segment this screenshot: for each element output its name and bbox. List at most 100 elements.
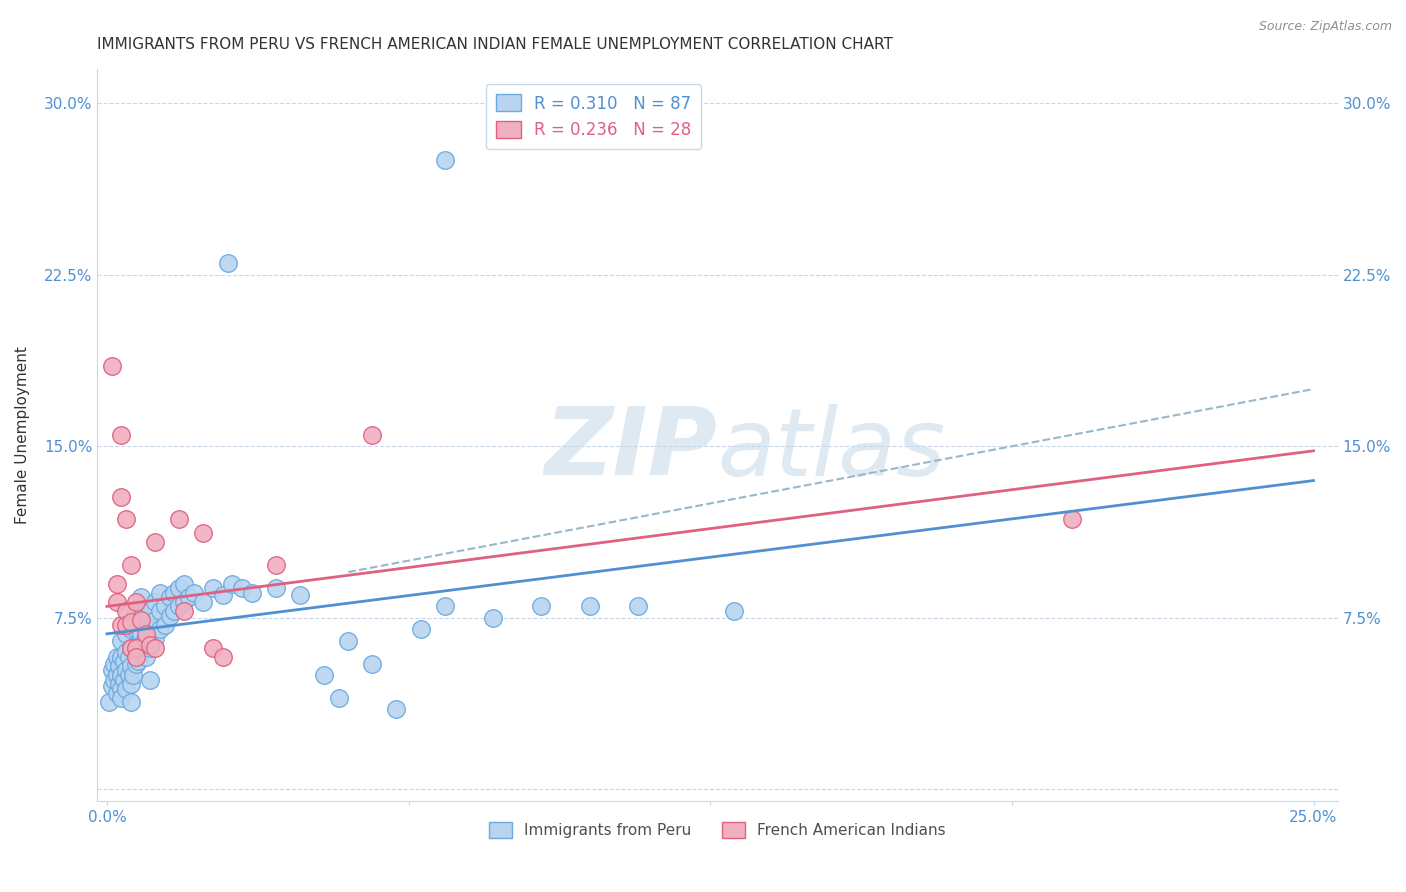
Point: [127, 654, 149, 668]
Point: [100, 680, 122, 694]
Point: [134, 649, 156, 664]
Point: [143, 613, 166, 627]
Point: [125, 649, 148, 664]
Point: [115, 645, 138, 659]
Point: [328, 690, 350, 705]
Point: [314, 668, 336, 682]
Point: [409, 622, 432, 636]
Point: [132, 636, 155, 650]
Point: [193, 595, 215, 609]
Point: [221, 576, 243, 591]
Point: [110, 427, 132, 442]
Point: [125, 622, 148, 636]
Point: [115, 681, 138, 696]
Point: [110, 668, 132, 682]
Point: [627, 599, 650, 614]
Point: [169, 512, 191, 526]
Point: [115, 627, 138, 641]
Text: Source: ZipAtlas.com: Source: ZipAtlas.com: [1258, 20, 1392, 33]
Point: [385, 702, 408, 716]
Point: [120, 640, 142, 655]
Point: [134, 613, 156, 627]
Point: [129, 645, 152, 659]
Point: [163, 604, 186, 618]
Legend: Immigrants from Peru, French American Indians: Immigrants from Peru, French American In…: [484, 816, 952, 845]
Text: ZIP: ZIP: [544, 403, 717, 495]
Point: [578, 599, 600, 614]
Point: [202, 640, 225, 655]
Point: [173, 576, 195, 591]
Point: [149, 585, 172, 599]
Point: [125, 657, 148, 671]
Point: [211, 649, 233, 664]
Point: [433, 599, 456, 614]
Point: [153, 617, 176, 632]
Point: [149, 604, 172, 618]
Point: [120, 677, 142, 691]
Point: [337, 633, 360, 648]
Point: [112, 654, 135, 668]
Point: [105, 576, 128, 591]
Point: [108, 659, 131, 673]
Point: [125, 604, 148, 618]
Point: [105, 595, 128, 609]
Point: [110, 649, 132, 664]
Point: [105, 649, 128, 664]
Point: [117, 649, 139, 664]
Point: [361, 427, 384, 442]
Point: [211, 588, 233, 602]
Point: [134, 632, 156, 646]
Point: [117, 668, 139, 682]
Point: [120, 696, 142, 710]
Point: [125, 640, 148, 655]
Point: [110, 681, 132, 696]
Point: [136, 627, 159, 641]
Point: [288, 588, 311, 602]
Text: atlas: atlas: [717, 404, 946, 495]
Point: [264, 581, 287, 595]
Text: IMMIGRANTS FROM PERU VS FRENCH AMERICAN INDIAN FEMALE UNEMPLOYMENT CORRELATION C: IMMIGRANTS FROM PERU VS FRENCH AMERICAN …: [97, 37, 893, 53]
Point: [129, 613, 152, 627]
Point: [110, 633, 132, 648]
Point: [183, 585, 205, 599]
Point: [139, 673, 162, 687]
Point: [115, 512, 138, 526]
Point: [120, 558, 142, 573]
Point: [530, 599, 553, 614]
Point: [433, 153, 456, 168]
Point: [129, 608, 152, 623]
Point: [103, 657, 125, 671]
Point: [120, 615, 142, 630]
Point: [112, 673, 135, 687]
Point: [159, 608, 181, 623]
Point: [139, 604, 162, 618]
Point: [110, 617, 132, 632]
Point: [240, 585, 263, 599]
Point: [98, 696, 121, 710]
Point: [163, 585, 186, 599]
Point: [125, 595, 148, 609]
Point: [169, 599, 191, 614]
Point: [103, 673, 125, 687]
Point: [115, 617, 138, 632]
Point: [159, 591, 181, 605]
Point: [177, 591, 200, 605]
Point: [125, 640, 148, 655]
Point: [169, 581, 191, 595]
Point: [193, 526, 215, 541]
Point: [217, 256, 239, 270]
Point: [120, 640, 142, 655]
Point: [115, 664, 138, 678]
Point: [120, 622, 142, 636]
Point: [264, 558, 287, 573]
Point: [134, 627, 156, 641]
Point: [231, 581, 253, 595]
Point: [1062, 512, 1084, 526]
Point: [143, 632, 166, 646]
Point: [110, 490, 132, 504]
Point: [139, 640, 162, 655]
Point: [129, 591, 152, 605]
Point: [139, 622, 162, 636]
Point: [143, 595, 166, 609]
Point: [723, 604, 745, 618]
